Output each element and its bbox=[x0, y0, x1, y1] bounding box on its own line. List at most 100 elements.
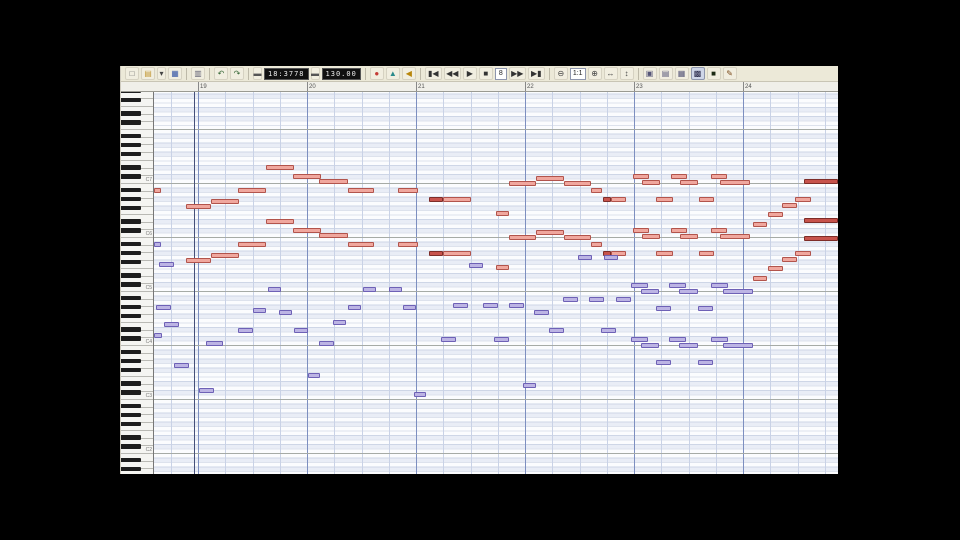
midi-note[interactable] bbox=[795, 251, 811, 256]
midi-note[interactable] bbox=[536, 230, 564, 235]
midi-note[interactable] bbox=[348, 305, 361, 310]
redo-button[interactable]: ↷ bbox=[230, 67, 244, 80]
staff-view-button[interactable]: ▤ bbox=[658, 67, 673, 80]
piano-key-black[interactable] bbox=[121, 219, 141, 224]
piano-key-black[interactable] bbox=[121, 151, 141, 156]
midi-note[interactable] bbox=[414, 392, 426, 397]
piano-key-black[interactable] bbox=[121, 187, 141, 192]
midi-note[interactable] bbox=[804, 218, 838, 223]
event-list-button[interactable]: ▦ bbox=[674, 67, 689, 80]
midi-note[interactable] bbox=[753, 222, 767, 227]
midi-note[interactable] bbox=[782, 257, 797, 262]
zoom-level-box[interactable]: 1:1 bbox=[569, 67, 586, 80]
rewind-button[interactable]: ◀◀ bbox=[443, 67, 461, 80]
record-button[interactable]: ● bbox=[369, 67, 384, 80]
midi-note[interactable] bbox=[509, 303, 524, 308]
piano-key-black[interactable] bbox=[121, 205, 141, 210]
midi-note[interactable] bbox=[469, 263, 483, 268]
midi-note[interactable] bbox=[564, 235, 591, 240]
midi-note[interactable] bbox=[680, 180, 698, 185]
midi-note[interactable] bbox=[564, 181, 591, 186]
midi-note[interactable] bbox=[804, 236, 838, 241]
midi-note[interactable] bbox=[363, 287, 376, 292]
midi-note[interactable] bbox=[319, 179, 348, 184]
midi-note[interactable] bbox=[633, 228, 649, 233]
fit-horizontal-button[interactable]: ↔ bbox=[603, 67, 618, 80]
open-file-button[interactable]: ▤ bbox=[141, 67, 155, 80]
midi-note[interactable] bbox=[443, 251, 471, 256]
piano-key-black[interactable] bbox=[121, 381, 141, 386]
midi-note[interactable] bbox=[723, 289, 753, 294]
piano-key-black[interactable] bbox=[121, 457, 141, 462]
piano-key-black[interactable] bbox=[121, 313, 141, 318]
piano-key-black[interactable] bbox=[121, 241, 141, 246]
midi-note[interactable] bbox=[293, 228, 321, 233]
midi-note[interactable] bbox=[348, 242, 374, 247]
print-button[interactable]: ▥ bbox=[191, 67, 205, 80]
midi-note[interactable] bbox=[238, 328, 253, 333]
midi-note[interactable] bbox=[443, 197, 471, 202]
go-end-button[interactable]: ▶▮ bbox=[527, 67, 545, 80]
midi-note[interactable] bbox=[186, 258, 211, 263]
midi-note[interactable] bbox=[563, 297, 578, 302]
tempo-spinner-button[interactable]: ▬ bbox=[310, 67, 320, 80]
piano-key-black[interactable] bbox=[121, 349, 141, 354]
midi-note[interactable] bbox=[603, 197, 611, 202]
midi-note[interactable] bbox=[698, 360, 713, 365]
now-time-cursor[interactable] bbox=[194, 92, 195, 474]
midi-note[interactable] bbox=[669, 337, 686, 342]
midi-note[interactable] bbox=[642, 180, 660, 185]
midi-note[interactable] bbox=[154, 188, 161, 193]
piano-key-black[interactable] bbox=[121, 196, 141, 201]
piano-key-black[interactable] bbox=[121, 421, 141, 426]
piano-key-black[interactable] bbox=[121, 444, 141, 449]
midi-note[interactable] bbox=[154, 333, 162, 338]
midi-note[interactable] bbox=[154, 242, 161, 247]
midi-note[interactable] bbox=[679, 289, 698, 294]
speaker-button[interactable]: ◀ bbox=[401, 67, 416, 80]
piano-key-black[interactable] bbox=[121, 97, 141, 102]
midi-note[interactable] bbox=[589, 297, 604, 302]
save-button[interactable]: ▦ bbox=[168, 67, 182, 80]
midi-note[interactable] bbox=[768, 212, 783, 217]
midi-note[interactable] bbox=[268, 287, 281, 292]
midi-note[interactable] bbox=[238, 242, 266, 247]
midi-note[interactable] bbox=[266, 165, 294, 170]
midi-note[interactable] bbox=[319, 341, 334, 346]
midi-note[interactable] bbox=[199, 388, 214, 393]
piano-key-black[interactable] bbox=[121, 403, 141, 408]
midi-note[interactable] bbox=[429, 251, 443, 256]
piano-key-black[interactable] bbox=[121, 273, 141, 278]
midi-note[interactable] bbox=[753, 276, 767, 281]
midi-note[interactable] bbox=[429, 197, 443, 202]
midi-note[interactable] bbox=[601, 328, 616, 333]
midi-note[interactable] bbox=[671, 174, 687, 179]
piano-key-black[interactable] bbox=[121, 133, 141, 138]
midi-note[interactable] bbox=[720, 180, 750, 185]
midi-note[interactable] bbox=[496, 265, 509, 270]
midi-note[interactable] bbox=[611, 251, 626, 256]
midi-note[interactable] bbox=[453, 303, 468, 308]
midi-note[interactable] bbox=[494, 337, 509, 342]
midi-note[interactable] bbox=[671, 228, 687, 233]
forward-button[interactable]: ▶▶ bbox=[508, 67, 526, 80]
midi-note[interactable] bbox=[253, 308, 266, 313]
midi-note[interactable] bbox=[698, 306, 713, 311]
midi-note[interactable] bbox=[699, 197, 714, 202]
undo-button[interactable]: ↶ bbox=[214, 67, 228, 80]
loop-count-box[interactable]: 8 bbox=[494, 67, 507, 80]
piano-key-black[interactable] bbox=[121, 466, 141, 471]
new-file-button[interactable]: □ bbox=[125, 67, 139, 80]
piano-key-black[interactable] bbox=[121, 250, 141, 255]
midi-note[interactable] bbox=[680, 234, 698, 239]
midi-note[interactable] bbox=[536, 176, 564, 181]
midi-note[interactable] bbox=[768, 266, 783, 271]
midi-note[interactable] bbox=[611, 197, 626, 202]
midi-note[interactable] bbox=[389, 287, 402, 292]
midi-note[interactable] bbox=[656, 360, 671, 365]
midi-note[interactable] bbox=[711, 228, 727, 233]
midi-note[interactable] bbox=[711, 337, 728, 342]
piano-key-black[interactable] bbox=[121, 367, 141, 372]
midi-note[interactable] bbox=[656, 306, 671, 311]
play-button[interactable]: ▶ bbox=[462, 67, 477, 80]
